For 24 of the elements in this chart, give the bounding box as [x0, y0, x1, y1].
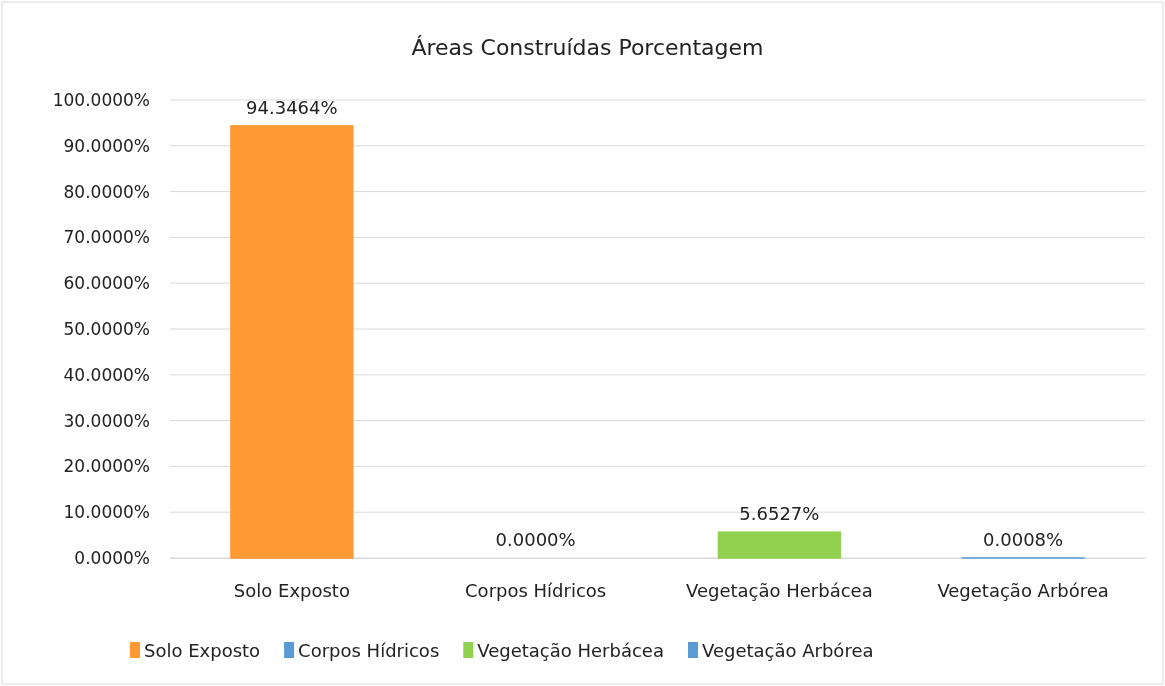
y-tick-label: 50.0000%: [63, 318, 150, 339]
y-tick-label: 30.0000%: [63, 410, 150, 431]
y-tick-label: 40.0000%: [63, 364, 150, 385]
y-tick-label: 60.0000%: [63, 273, 150, 294]
y-tick-label: 20.0000%: [63, 456, 150, 477]
y-tick-label: 80.0000%: [63, 181, 150, 202]
legend-label: Solo Exposto: [144, 640, 261, 661]
data-label: 94.3464%: [246, 96, 338, 118]
legend-label: Corpos Hídricos: [298, 640, 440, 661]
y-tick-label: 70.0000%: [63, 227, 150, 248]
x-tick-label: Solo Exposto: [233, 579, 350, 601]
y-tick-label: 0.0000%: [74, 547, 150, 568]
data-label: 5.6527%: [739, 503, 820, 525]
x-tick-label: Corpos Hídricos: [465, 579, 607, 601]
y-tick-label: 100.0000%: [52, 89, 150, 110]
x-tick-label: Vegetação Herbácea: [686, 579, 873, 601]
data-label: 0.0008%: [983, 529, 1064, 550]
legend-label: Vegetação Arbórea: [701, 640, 874, 661]
y-tick-label: 10.0000%: [63, 502, 150, 523]
y-tick-label: 90.0000%: [63, 135, 150, 156]
chart-title: Áreas Construídas Porcentagem: [411, 35, 764, 60]
data-label: 0.0000%: [495, 529, 576, 550]
legend-label: Vegetação Herbácea: [477, 640, 664, 661]
x-tick-label: Vegetação Arbórea: [937, 579, 1109, 601]
